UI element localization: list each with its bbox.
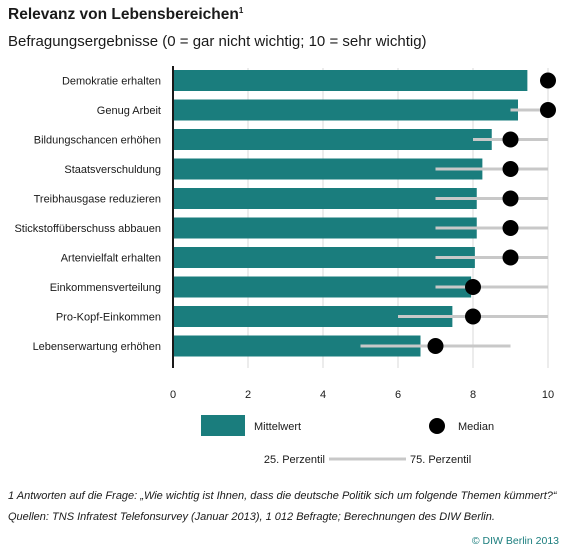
legend-p75-label: 75. Perzentil <box>410 454 471 466</box>
category-label: Einkommensverteilung <box>50 282 161 294</box>
category-label: Bildungschancen erhöhen <box>34 135 161 147</box>
legend-median-marker <box>429 418 445 434</box>
median-marker <box>540 102 556 118</box>
bar-mean <box>173 188 477 209</box>
median-marker <box>502 220 519 236</box>
category-labels: Demokratie erhalten Genug Arbeit Bildungsc… <box>14 76 161 354</box>
category-label: Demokratie erhalten <box>62 76 161 88</box>
legend-median-label: Median <box>458 421 494 433</box>
bars <box>173 70 528 357</box>
category-label: Stickstoffüberschuss abbauen <box>14 223 161 235</box>
chart-title-text: Relevanz von Lebensbereichen <box>8 6 239 24</box>
x-tick-label: 6 <box>395 389 401 401</box>
copyright: © DIW Berlin 2013 <box>471 535 559 547</box>
chart-subtitle: Befragungsergebnisse (0 = gar nicht wich… <box>8 33 427 50</box>
category-label: Treibhausgase reduzieren <box>34 194 161 206</box>
x-tick-label: 8 <box>470 389 476 401</box>
legend-mean-swatch <box>201 415 245 436</box>
title-footnote-mark: 1 <box>238 6 244 15</box>
chart-title: Relevanz von Lebensbereichen1 <box>8 6 243 24</box>
footnote-question: 1 Antworten auf die Frage: „Wie wichtig … <box>8 490 557 502</box>
legend: Mittelwert Median 25. Perzentil 75. Perz… <box>201 415 494 466</box>
legend-mean-label: Mittelwert <box>254 421 301 433</box>
median-marker <box>502 131 519 148</box>
footnote-sources: Quellen: TNS Infratest Telefonsurvey (Ja… <box>8 511 495 523</box>
bar-mean <box>173 158 483 180</box>
median-marker <box>465 279 481 295</box>
legend-p25-label: 25. Perzentil <box>264 454 325 466</box>
median-markers <box>427 72 556 354</box>
category-label: Lebenserwartung erhöhen <box>33 341 161 353</box>
median-marker <box>465 308 481 325</box>
median-marker <box>502 190 519 207</box>
category-label: Artenvielfalt erhalten <box>61 253 161 265</box>
x-axis: 0 2 4 6 8 10 <box>170 66 554 401</box>
bar-chart: Demokratie erhalten Genug Arbeit Bildungsc… <box>14 66 556 466</box>
bar-mean <box>173 335 421 357</box>
x-tick-label: 10 <box>542 389 554 401</box>
bar-mean <box>173 276 472 298</box>
bar-mean <box>173 306 453 327</box>
bar-mean <box>173 247 475 268</box>
category-label: Pro-Kopf-Einkommen <box>56 312 161 324</box>
x-tick-label: 0 <box>170 389 176 401</box>
median-marker <box>427 338 444 354</box>
x-tick-label: 4 <box>320 389 326 401</box>
median-marker <box>502 161 519 177</box>
category-label: Genug Arbeit <box>97 105 161 117</box>
bar-mean <box>173 129 492 150</box>
bar-mean <box>173 217 477 239</box>
median-marker <box>502 249 519 266</box>
bar-mean <box>173 70 528 91</box>
bar-mean <box>173 99 518 121</box>
median-marker <box>540 72 556 89</box>
category-label: Staatsverschuldung <box>64 164 161 176</box>
x-tick-label: 2 <box>245 389 251 401</box>
